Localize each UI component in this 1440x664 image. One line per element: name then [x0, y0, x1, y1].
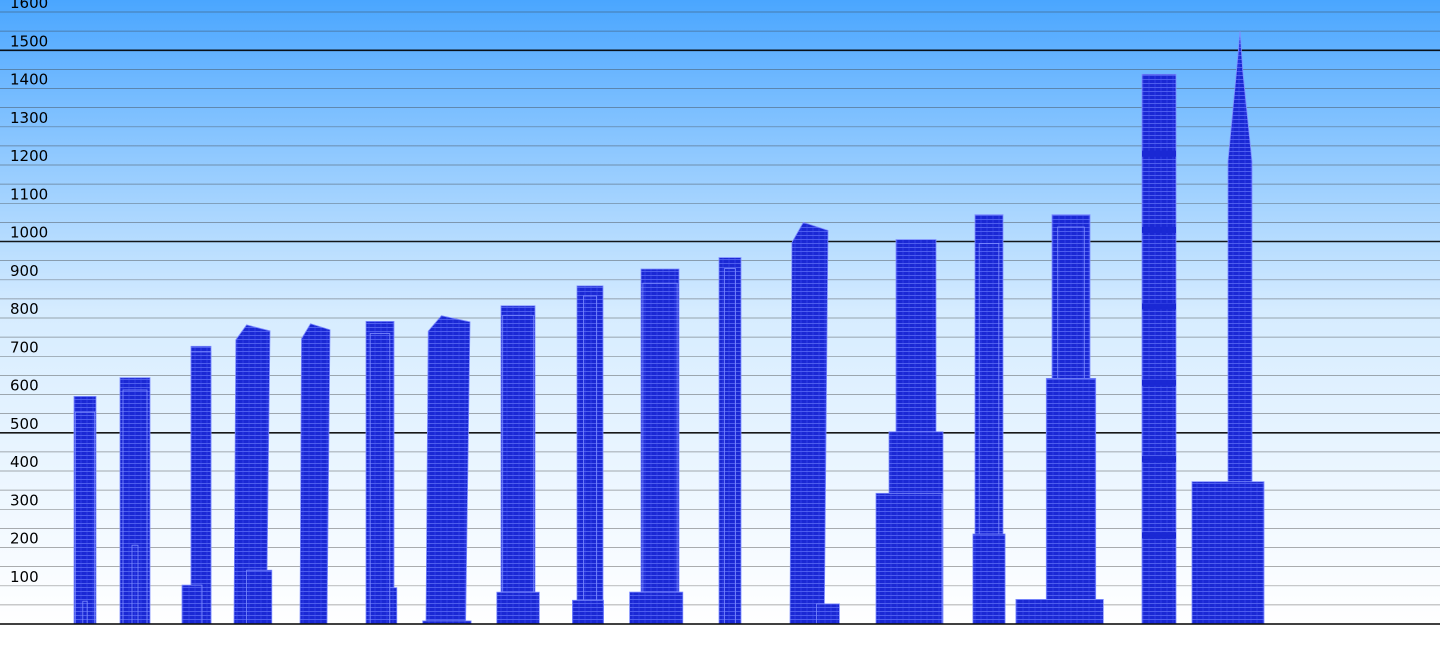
y-tick-label: 300 — [10, 491, 39, 509]
building-bar — [365, 320, 398, 625]
y-tick-label: 700 — [10, 338, 39, 356]
y-tick-label: 1600 — [10, 0, 48, 12]
y-tick-label: 1300 — [10, 109, 48, 127]
building-bar — [1141, 73, 1177, 625]
building-bar — [496, 305, 540, 625]
y-tick-label: 1400 — [10, 71, 48, 89]
y-tick-label: 1000 — [10, 224, 48, 242]
y-tick-label: 100 — [10, 568, 39, 586]
y-tick-label: 600 — [10, 377, 39, 395]
building-bar — [1015, 214, 1104, 625]
building-bar — [233, 324, 273, 625]
building-bar — [181, 345, 212, 625]
y-tick-label: 800 — [10, 300, 39, 318]
building-bar — [422, 315, 472, 625]
y-tick-label: 200 — [10, 530, 39, 548]
y-tick-label: 1100 — [10, 185, 48, 203]
y-tick-label: 1200 — [10, 147, 48, 165]
building-bar — [299, 323, 331, 625]
building-bar — [73, 395, 97, 625]
y-tick-label: 500 — [10, 415, 39, 433]
y-tick-label: 900 — [10, 262, 39, 280]
y-tick-labels: 100 200 300 400 500 600 700 800 900 1000 1100 1200 1… — [10, 0, 48, 586]
building-bar — [119, 377, 151, 625]
building-bar — [718, 257, 742, 625]
building-bar — [572, 285, 605, 625]
building-bar — [972, 214, 1006, 625]
building-bars — [73, 31, 1265, 625]
y-tick-label: 400 — [10, 453, 39, 471]
building-bar — [875, 239, 944, 625]
y-tick-label: 1500 — [10, 32, 48, 50]
